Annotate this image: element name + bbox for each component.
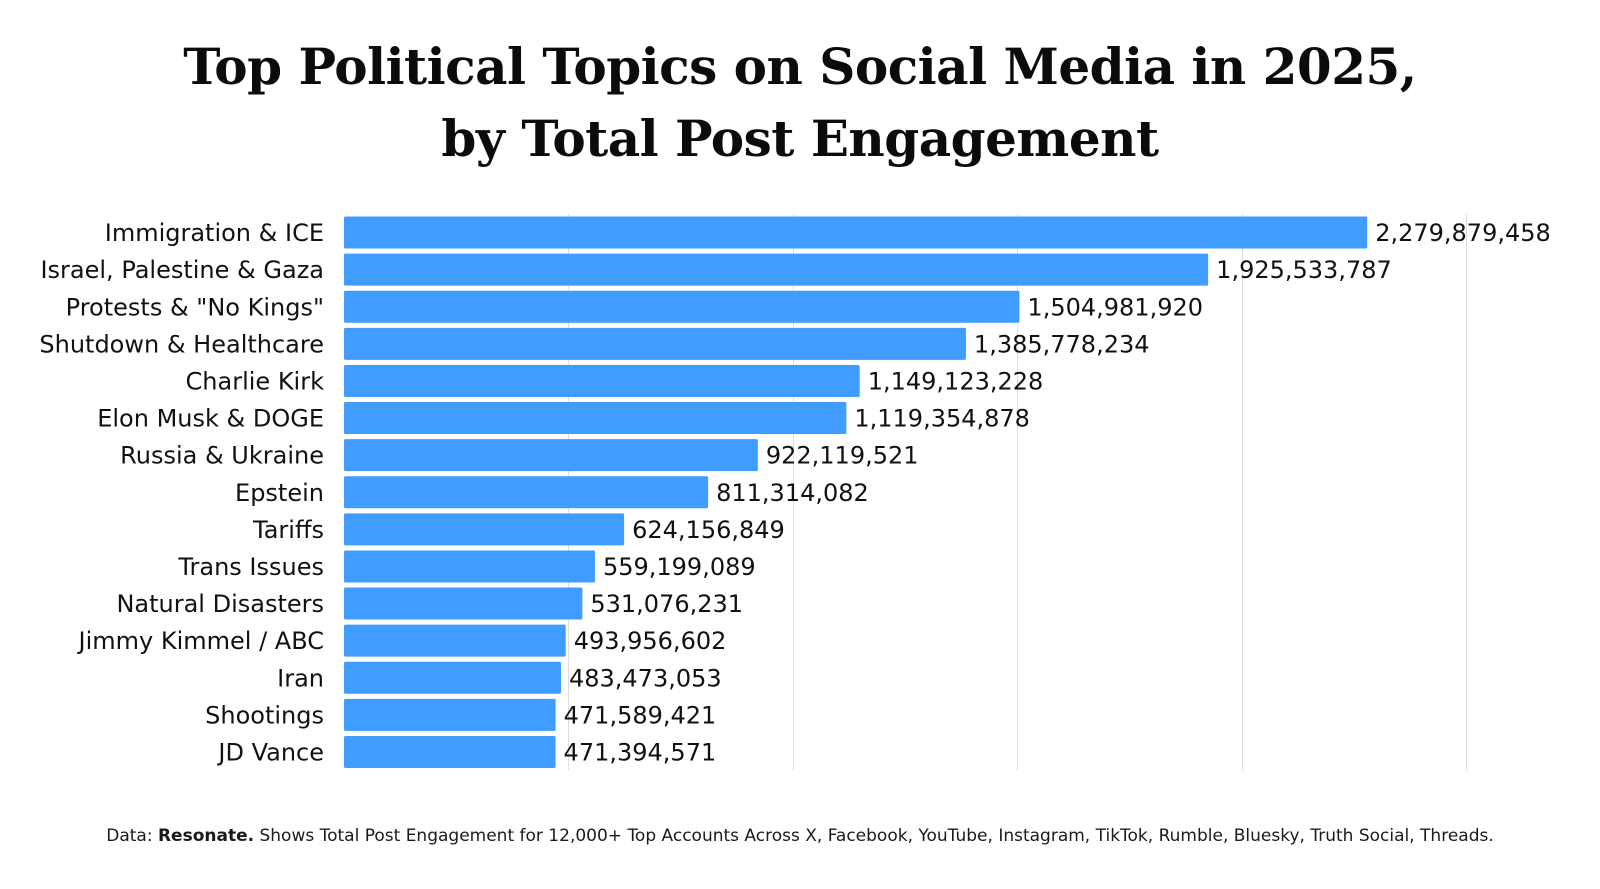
bar [344,439,758,472]
value-label: 1,119,354,878 [854,405,1030,433]
value-label: 471,589,421 [564,701,717,729]
bar [344,735,556,768]
chart-subtitle: by Total Post Engagement [441,109,1159,168]
value-label: 624,156,849 [632,516,785,544]
category-label: Protests & "No Kings" [66,293,324,321]
value-label: 811,314,082 [716,479,869,507]
value-label: 2,279,879,458 [1375,219,1551,247]
bar [344,327,966,360]
category-label: Tariffs [252,516,324,544]
footnote-prefix: Data: [106,826,158,846]
bar [344,364,860,397]
bar [344,513,625,546]
value-label: 493,956,602 [574,627,727,655]
value-label: 531,076,231 [590,590,743,618]
category-label: Shootings [205,701,324,729]
category-label: Elon Musk & DOGE [97,405,324,433]
category-label: Trans Issues [177,553,324,581]
value-label: 1,149,123,228 [868,367,1044,395]
bar [344,624,566,657]
category-label: Natural Disasters [116,590,324,618]
footnote-text: Shows Total Post Engagement for 12,000+ … [254,826,1494,846]
bar [344,550,595,583]
bars [344,216,1368,768]
bar [344,216,1368,249]
bar [344,402,847,435]
category-label: Jimmy Kimmel / ABC [77,627,325,655]
category-label: Iran [277,664,324,692]
category-label: Epstein [235,479,324,507]
value-label: 559,199,089 [603,553,756,581]
category-label: Immigration & ICE [105,219,324,247]
chart-title: Top Political Topics on Social Media in … [183,37,1417,96]
footnote-source: Resonate. [157,826,255,846]
category-labels: Immigration & ICE Israel, Palestine & Gaz… [39,219,324,766]
category-label: Charlie Kirk [186,367,325,395]
value-label: 483,473,053 [569,664,722,692]
value-labels: 2,279,879,458 1,925,533,787 1,504,981,920 1… [564,219,1551,766]
value-label: 1,925,533,787 [1216,256,1392,284]
value-label: 471,394,571 [564,738,717,766]
value-label: 1,385,778,234 [974,330,1150,358]
bar [344,587,583,620]
category-label: Israel, Palestine & Gaza [40,256,324,284]
bar [344,476,709,509]
value-label: 922,119,521 [766,442,919,470]
bar [344,698,556,731]
footnote: Data: Resonate. Shows Total Post Engagem… [0,826,1600,846]
value-label: 1,504,981,920 [1027,293,1203,321]
bar [344,661,561,694]
bar [344,253,1209,286]
category-label: Russia & Ukraine [120,442,324,470]
category-label: JD Vance [216,738,324,766]
bar [344,290,1020,323]
category-label: Shutdown & Healthcare [39,330,324,358]
